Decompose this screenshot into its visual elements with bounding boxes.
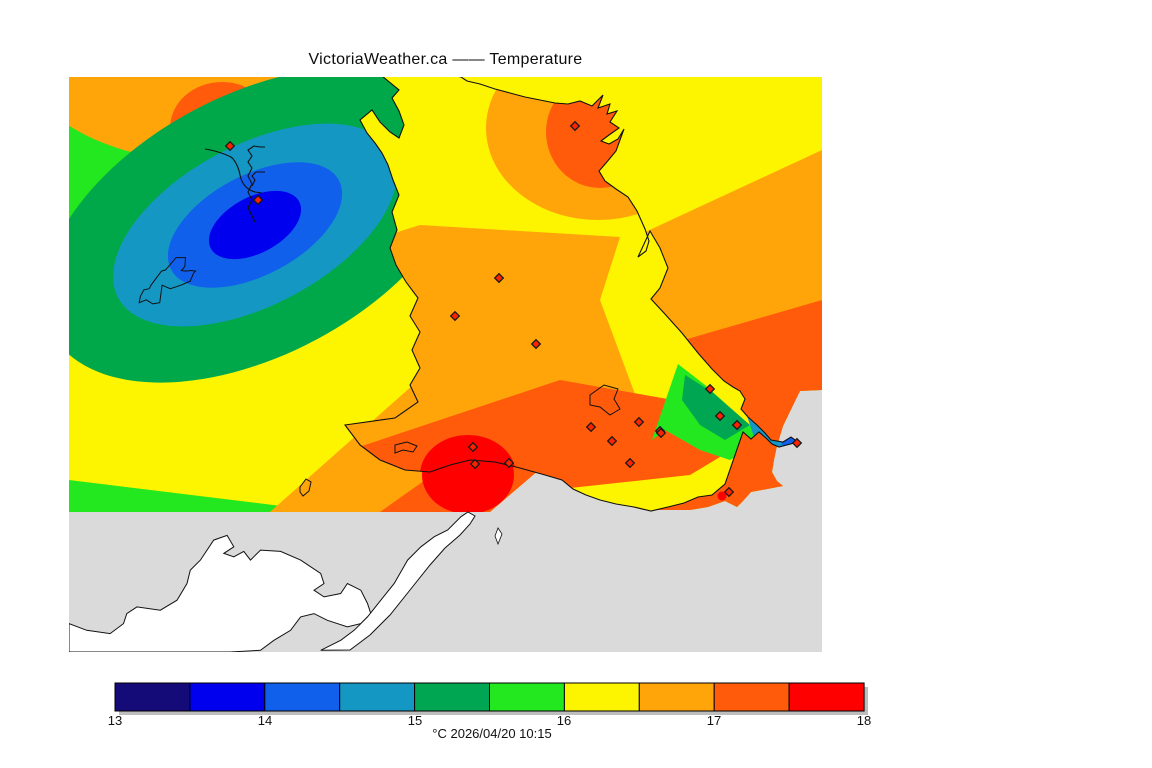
svg-text:13: 13 <box>108 713 122 728</box>
svg-text:17: 17 <box>707 713 721 728</box>
svg-text:18: 18 <box>857 713 871 728</box>
svg-text:15: 15 <box>408 713 422 728</box>
svg-text:14: 14 <box>258 713 272 728</box>
svg-text:°C 2026/04/20 10:15: °C 2026/04/20 10:15 <box>432 726 551 741</box>
svg-text:16: 16 <box>557 713 571 728</box>
